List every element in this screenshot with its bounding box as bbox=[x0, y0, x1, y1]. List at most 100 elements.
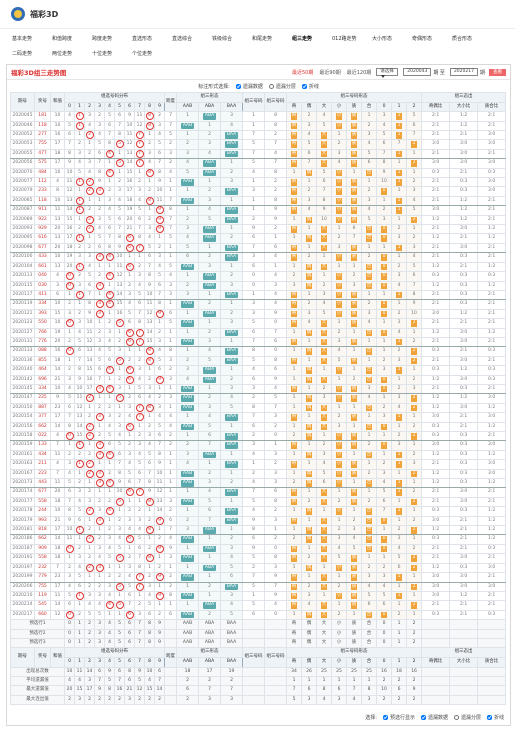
code-cell: 7 bbox=[242, 129, 266, 141]
attr-hit: 奇 bbox=[291, 179, 298, 186]
number-cell: 119 bbox=[34, 590, 51, 602]
preselect-cell: AAB bbox=[176, 637, 200, 649]
nav-link[interactable]: 和值跨度 bbox=[52, 36, 73, 42]
nav-link[interactable]: 二码走势 bbox=[12, 51, 33, 57]
attr-cell: 合 bbox=[361, 515, 378, 527]
attr-miss: 5 bbox=[382, 132, 386, 137]
checkbox[interactable] bbox=[420, 715, 426, 720]
header-cell: 6 bbox=[124, 656, 135, 668]
to-input[interactable]: 2020217 bbox=[449, 68, 478, 76]
dist-cell: 0 bbox=[64, 280, 75, 291]
range-link[interactable]: 最近50期 bbox=[292, 69, 314, 76]
ratio-cell: 0:3 bbox=[449, 449, 479, 461]
nav-link[interactable]: 直选综合 bbox=[172, 36, 193, 42]
nav-link[interactable]: 两位走势 bbox=[52, 51, 73, 57]
form-cell: 5 bbox=[198, 214, 222, 226]
form-miss: 3 bbox=[186, 451, 189, 457]
dist-miss: 1 bbox=[108, 160, 111, 166]
stats-cell-text: 19 bbox=[228, 668, 235, 674]
attr-hit: 合 bbox=[366, 527, 373, 534]
dist-cell: 9 bbox=[153, 177, 166, 188]
dist-miss: 15 bbox=[146, 338, 153, 344]
checkbox[interactable] bbox=[268, 83, 274, 89]
attr-hit: 合 bbox=[366, 517, 373, 525]
attr-hit: 质 bbox=[351, 357, 358, 365]
attr-cell: 2 bbox=[406, 543, 423, 555]
nav-link[interactable]: 直选形态 bbox=[132, 36, 153, 42]
attr-miss: 1 bbox=[367, 414, 371, 420]
nav-link[interactable]: 铁级综合 bbox=[212, 36, 233, 42]
dist-cell: 5 bbox=[114, 158, 125, 169]
attr-miss: 1 bbox=[307, 461, 311, 467]
attr-cell: 5 bbox=[316, 468, 333, 480]
nav-link[interactable]: 大小形态 bbox=[372, 36, 393, 42]
form-miss: 2 bbox=[208, 395, 211, 401]
dist-cell: 3 bbox=[94, 308, 105, 320]
range-link[interactable]: 最近120期 bbox=[346, 69, 372, 76]
issue-cell-text: 2020163 bbox=[12, 461, 33, 467]
form-cell: 3 bbox=[198, 195, 222, 207]
checkbox-item[interactable]: 遗漏分层 bbox=[453, 714, 481, 721]
from-input[interactable]: 2020043 bbox=[403, 68, 432, 76]
checkbox[interactable] bbox=[486, 715, 492, 720]
checkbox-item[interactable]: 预选行显示 bbox=[382, 714, 415, 721]
dist-miss: 4 bbox=[78, 329, 81, 335]
nav-link[interactable]: 奇偶形态 bbox=[412, 36, 433, 42]
attr-miss: 2 bbox=[367, 188, 371, 194]
checkbox[interactable] bbox=[453, 715, 459, 720]
attr-cell: 2 bbox=[376, 562, 393, 574]
attr-hit: 1 bbox=[396, 574, 403, 581]
checkbox-item[interactable]: 遗漏数据 bbox=[235, 83, 263, 90]
dist-cell: 0 bbox=[64, 346, 75, 357]
form-cell: 3 bbox=[198, 261, 222, 273]
nav-link[interactable]: 质合形态 bbox=[452, 36, 473, 42]
nav-link[interactable]: 个位走势 bbox=[132, 51, 153, 57]
checkbox-item[interactable]: 遗漏数据 bbox=[420, 714, 448, 721]
nav-link[interactable]: 和尾走势 bbox=[252, 36, 273, 42]
checkbox-item[interactable]: 折线 bbox=[486, 714, 504, 721]
nav-link[interactable]: 十位走势 bbox=[92, 51, 113, 57]
dist-cell: 5 bbox=[74, 572, 85, 583]
issue-cell: 2020206 bbox=[10, 581, 35, 592]
dist-cell: 16 bbox=[84, 374, 95, 385]
checkbox[interactable] bbox=[382, 715, 388, 720]
dist-cell: 2 bbox=[74, 449, 85, 461]
nav-link[interactable]: 012路走势 bbox=[332, 36, 357, 42]
data-row: 2020087 911 11 14 1 2 2 4 5 19 5 1 9 8 1 4 BAA 1 9 奇 4 9 小质 4 2 1… bbox=[10, 205, 507, 216]
attr-hit: 质 bbox=[351, 470, 358, 478]
issue-cell-text: 2020087 bbox=[12, 207, 33, 213]
header-cell: 组选号码分布 bbox=[63, 647, 166, 658]
checkbox[interactable] bbox=[235, 83, 241, 89]
sum-cell-text: 15 bbox=[54, 310, 61, 316]
dist-cell: 7 bbox=[134, 139, 145, 150]
attr-cell: 1 bbox=[391, 336, 408, 348]
nav-link[interactable]: 基本走势 bbox=[12, 36, 33, 42]
attr-miss: 3 bbox=[307, 592, 311, 598]
header-cell: 2 bbox=[84, 101, 95, 113]
form-cell: 5 bbox=[198, 421, 222, 433]
stats-cell: 6 bbox=[301, 685, 318, 696]
form-miss: 2 bbox=[186, 517, 189, 523]
dist-cell: 2 bbox=[74, 242, 85, 254]
checkbox-item[interactable]: 遗漏分层 bbox=[268, 83, 296, 90]
attr-cell: 3 bbox=[331, 421, 348, 433]
number-cell: 477 bbox=[34, 148, 51, 160]
stats-cell-text: 9 bbox=[138, 668, 141, 674]
checkbox-item[interactable]: 折线 bbox=[301, 83, 319, 90]
sum-cell: 16 bbox=[50, 129, 65, 141]
nav-link[interactable]: 组三走势 bbox=[292, 36, 313, 42]
sum-cell: 11 bbox=[50, 590, 65, 602]
dist-cell: 0 bbox=[64, 271, 75, 282]
attr-cell: 1 bbox=[361, 487, 378, 498]
code-cell: 3 bbox=[242, 186, 266, 197]
dist-cell: 8 bbox=[84, 299, 95, 310]
stats-cell: 8 bbox=[316, 685, 333, 696]
view-button[interactable]: 查看 bbox=[489, 68, 506, 76]
nav-link[interactable]: 跨度走势 bbox=[92, 36, 113, 42]
range-link[interactable]: 最近90期 bbox=[319, 69, 341, 76]
ratio-cell-text: 2:1 bbox=[487, 357, 496, 363]
dist-cell: 1 bbox=[94, 421, 105, 433]
checkbox[interactable] bbox=[301, 83, 307, 89]
number-cell: 779 bbox=[34, 572, 51, 583]
period-select[interactable]: 请选择 bbox=[376, 68, 399, 78]
